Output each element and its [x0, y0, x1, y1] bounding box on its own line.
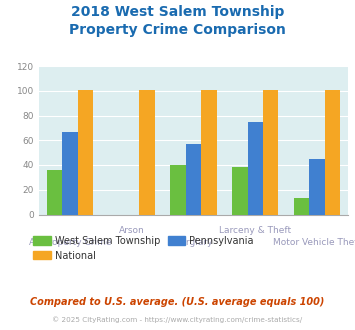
- Text: Larceny & Theft: Larceny & Theft: [219, 226, 291, 235]
- Text: Arson: Arson: [119, 226, 144, 235]
- Bar: [325, 89, 340, 214]
- Text: Compared to U.S. average. (U.S. average equals 100): Compared to U.S. average. (U.S. average …: [30, 297, 325, 307]
- Text: Motor Vehicle Theft: Motor Vehicle Theft: [273, 238, 355, 247]
- Bar: [247, 122, 263, 214]
- Bar: [62, 132, 78, 214]
- Bar: [78, 89, 93, 214]
- Bar: [309, 159, 325, 214]
- Legend: West Salem Township, National, Pennsylvania: West Salem Township, National, Pennsylva…: [33, 236, 254, 261]
- Bar: [170, 165, 186, 214]
- Bar: [232, 168, 247, 215]
- Bar: [186, 144, 201, 214]
- Text: Burglary: Burglary: [174, 238, 213, 247]
- Bar: [47, 170, 62, 215]
- Text: © 2025 CityRating.com - https://www.cityrating.com/crime-statistics/: © 2025 CityRating.com - https://www.city…: [53, 317, 302, 323]
- Text: 2018 West Salem Township
Property Crime Comparison: 2018 West Salem Township Property Crime …: [69, 5, 286, 37]
- Bar: [140, 89, 155, 214]
- Text: All Property Crime: All Property Crime: [29, 238, 111, 247]
- Bar: [201, 89, 217, 214]
- Bar: [294, 198, 309, 214]
- Bar: [263, 89, 278, 214]
